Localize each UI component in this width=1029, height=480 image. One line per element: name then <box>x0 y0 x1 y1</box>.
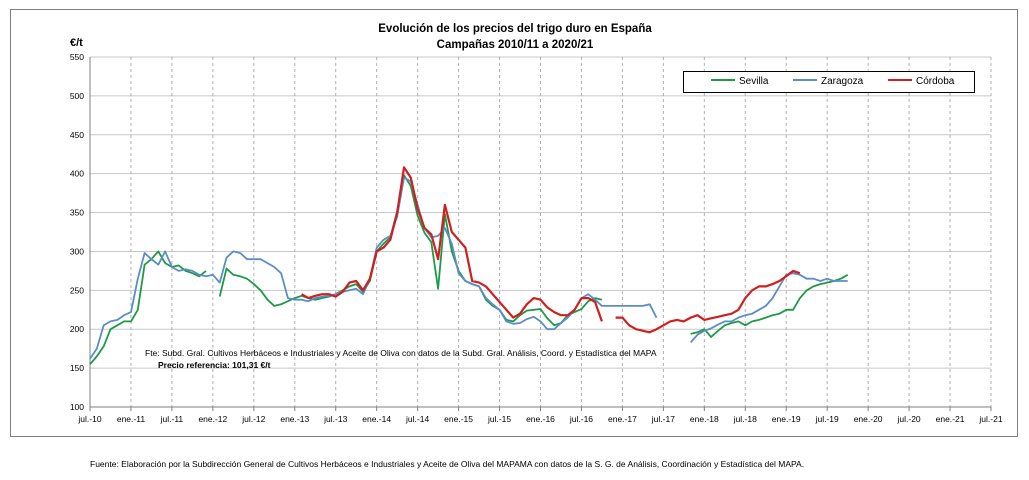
y-tick-label: 350 <box>70 208 84 218</box>
legend-label-cordoba: Córdoba <box>916 76 955 87</box>
x-tick-label: jul.-21 <box>978 414 1002 424</box>
chart-frame: 100 150 200 250 300 350 400 450 500 550 jul.-10 ene… <box>10 9 1018 437</box>
x-tick-label: jul.-11 <box>160 414 184 424</box>
chart-title: Evolución de los precios del trigo duro … <box>378 23 652 35</box>
x-tick-label: jul.-10 <box>77 414 101 424</box>
x-tick-label: ene.-13 <box>280 414 309 424</box>
legend-item-sevilla: Sevilla <box>711 76 768 87</box>
y-tick-label: 150 <box>70 363 84 373</box>
legend-swatch-zaragoza <box>793 79 817 82</box>
y-tick-label: 300 <box>70 246 84 256</box>
y-axis-unit-label: €/t <box>70 37 83 49</box>
x-tick-label: ene.-18 <box>690 414 719 424</box>
y-tick-label: 450 <box>70 130 84 140</box>
x-tick-label: jul.-13 <box>323 414 347 424</box>
x-tick-label: ene.-20 <box>854 414 883 424</box>
x-tick-label: jul.-20 <box>897 414 921 424</box>
legend-item-cordoba: Córdoba <box>888 76 954 87</box>
x-tick-label: ene.-11 <box>117 414 145 424</box>
x-tick-label: jul.-15 <box>487 414 511 424</box>
legend-swatch-sevilla <box>711 79 735 82</box>
x-tick-label: jul.-18 <box>733 414 757 424</box>
x-tick-label: ene.-17 <box>608 414 637 424</box>
reference-price: Precio referencia: 101,31 €/t <box>158 360 271 370</box>
y-tick-label: 250 <box>70 285 84 295</box>
y-tick-label: 500 <box>70 91 84 101</box>
x-tick-label: ene.-12 <box>198 414 227 424</box>
legend-label-sevilla: Sevilla <box>739 76 769 87</box>
series-line-sevilla <box>89 174 849 365</box>
legend-item-zaragoza: Zaragoza <box>793 76 863 87</box>
x-tick-label: ene.-14 <box>362 414 391 424</box>
x-tick-label: ene.-19 <box>772 414 801 424</box>
x-tick-label: ene.-16 <box>526 414 555 424</box>
x-tick-label: ene.-15 <box>444 414 473 424</box>
x-tick-label: jul.-17 <box>651 414 675 424</box>
x-tick-label: ene.-21 <box>936 414 965 424</box>
chart-subtitle: Campañas 2010/11 a 2020/21 <box>436 39 594 51</box>
line-chart: 100 150 200 250 300 350 400 450 500 550 jul.-10 ene… <box>70 52 1003 424</box>
y-tick-label: 550 <box>70 52 84 62</box>
legend-swatch-cordoba <box>888 79 912 82</box>
x-tick-label: jul.-12 <box>241 414 265 424</box>
y-tick-label: 100 <box>70 402 84 412</box>
x-tick-label: jul.-14 <box>405 414 429 424</box>
x-tick-label: jul.-19 <box>815 414 839 424</box>
y-tick-label: 200 <box>70 324 84 334</box>
chart-legend: Sevilla Zaragoza Córdoba <box>683 71 975 93</box>
y-tick-label: 400 <box>70 169 84 179</box>
x-tick-label: jul.-16 <box>569 414 593 424</box>
series-line-cordoba <box>301 166 801 334</box>
legend-label-zaragoza: Zaragoza <box>821 76 864 87</box>
footer-source: Fuente: Elaboración por la Subdirección … <box>90 459 805 469</box>
source-note: Fte: Subd. Gral. Cultivos Herbáceos e In… <box>145 348 657 358</box>
